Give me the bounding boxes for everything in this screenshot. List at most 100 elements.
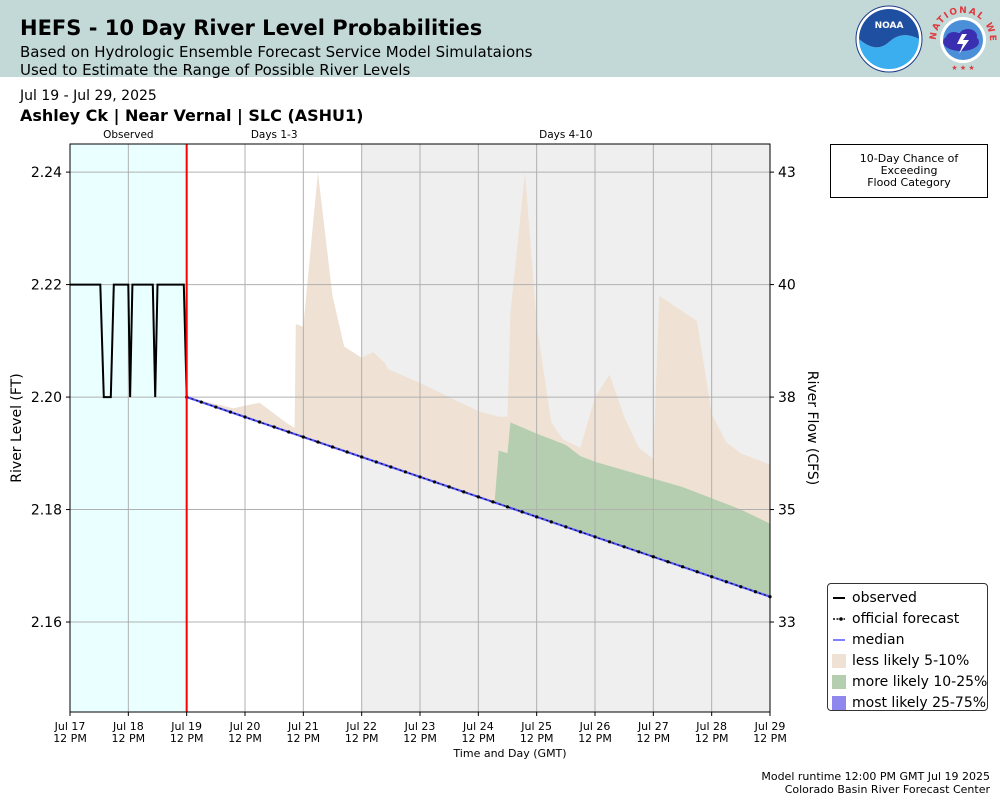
x-tick-label-day: Jul 17 — [54, 720, 86, 733]
y-tick-label: 2.24 — [31, 165, 62, 181]
x-tick-label-day: Jul 27 — [637, 720, 669, 733]
forecast-point — [607, 540, 612, 544]
x-tick-label-day: Jul 20 — [229, 720, 261, 733]
legend-label-observed: observed — [852, 589, 917, 606]
forecast-point — [637, 550, 641, 554]
header-banner: HEFS - 10 Day River Level Probabilities … — [0, 0, 1000, 79]
region-label-1: Days 1-3 — [251, 129, 298, 141]
legend-item-band-10-25: more likely 10-25% — [832, 671, 987, 692]
legend-swatch-band-5-10 — [832, 653, 846, 668]
forecast-point — [228, 410, 233, 414]
legend-label-forecast: official forecast — [852, 610, 960, 627]
legend-swatch-observed — [833, 596, 845, 599]
legend-item-median: median — [832, 629, 987, 650]
x-tick-label-day: Jul 28 — [695, 720, 727, 733]
forecast-point — [330, 445, 335, 449]
y-axis-right-title: River Flow (CFS) — [804, 371, 820, 486]
observed-line — [70, 283, 188, 399]
x-tick-label-day: Jul 19 — [170, 720, 202, 733]
gauge-location: Ashley Ck | Near Vernal | SLC (ASHU1) — [20, 106, 364, 125]
y-tick-label: 2.18 — [31, 503, 62, 519]
x-tick-label-time: 12 PM — [53, 732, 87, 745]
forecast-point — [374, 460, 378, 464]
page-title: HEFS - 10 Day River Level Probabilities — [20, 16, 483, 40]
region-label-2: Days 4-10 — [539, 129, 592, 141]
y-right-tick-label: 43 — [778, 165, 796, 181]
legend-label-band-10-25: more likely 10-25% — [852, 673, 988, 690]
forecast-point — [666, 560, 670, 564]
forecast-point — [418, 475, 422, 479]
flood-box-line-3: Flood Category — [867, 176, 951, 189]
legend-label-band-25-75: most likely 25-75% — [852, 694, 987, 711]
x-tick-label-time: 12 PM — [345, 732, 379, 745]
chart-legend: observed official forecast median less l… — [827, 583, 988, 711]
forecast-period: Jul 19 - Jul 29, 2025 — [20, 88, 157, 104]
model-runtime: Model runtime 12:00 PM GMT Jul 19 2025 — [761, 770, 990, 783]
forecast-point — [214, 405, 218, 409]
y-right-tick-label: 33 — [778, 615, 796, 631]
x-tick-label-time: 12 PM — [228, 732, 262, 745]
legend-item-band-5-10: less likely 5-10% — [832, 650, 987, 671]
forecast-point — [287, 430, 291, 434]
legend-swatch-forecast — [833, 616, 845, 621]
y-tick-label: 2.22 — [31, 278, 62, 294]
legend-label-band-5-10: less likely 5-10% — [852, 652, 970, 669]
x-tick-label-day: Jul 25 — [520, 720, 552, 733]
forecast-point — [316, 440, 320, 444]
page-subtitle: Based on Hydrologic Ensemble Forecast Se… — [20, 43, 533, 61]
forecast-point — [505, 505, 510, 509]
forecast-point — [739, 585, 743, 589]
forecast-point — [651, 555, 655, 559]
legend-swatch-band-10-25 — [832, 674, 846, 689]
x-tick-label-time: 12 PM — [520, 732, 554, 745]
footer: Model runtime 12:00 PM GMT Jul 19 2025 C… — [761, 770, 990, 796]
noaa-logo-text: NOAA — [875, 21, 904, 31]
forecast-point — [680, 565, 685, 569]
x-tick-label-time: 12 PM — [578, 732, 612, 745]
forecast-point — [476, 495, 480, 499]
x-tick-label-time: 12 PM — [170, 732, 204, 745]
forecast-point — [578, 530, 583, 534]
legend-swatch-band-25-75 — [832, 695, 846, 710]
forecast-point — [549, 520, 553, 524]
forecast-point — [753, 590, 758, 594]
x-tick-label-day: Jul 21 — [287, 720, 319, 733]
x-tick-label-time: 12 PM — [287, 732, 321, 745]
x-tick-label-day: Jul 18 — [112, 720, 144, 733]
x-tick-label-day: Jul 23 — [404, 720, 436, 733]
x-tick-label-day: Jul 26 — [579, 720, 611, 733]
forecast-point — [345, 450, 349, 454]
forecast-point — [710, 575, 714, 579]
forecast-point — [403, 470, 408, 474]
forecast-point — [622, 545, 626, 549]
nws-logo: NATIONAL WEATHER SERVICE ★ ★ ★ — [928, 2, 996, 72]
y-right-tick-label: 40 — [778, 278, 796, 294]
x-tick-label-time: 12 PM — [637, 732, 671, 745]
forecast-point — [724, 580, 728, 584]
x-tick-label-time: 12 PM — [462, 732, 496, 745]
y-right-tick-label: 35 — [778, 503, 796, 519]
x-tick-label-time: 12 PM — [403, 732, 437, 745]
forecast-point — [389, 465, 393, 469]
x-axis-title: Time and Day (GMT) — [452, 747, 566, 760]
x-tick-label-time: 12 PM — [112, 732, 146, 745]
forecast-point — [301, 435, 305, 439]
flood-box-line-1: 10-Day Chance of — [859, 152, 959, 165]
forecast-point — [432, 480, 437, 484]
forecast-point — [199, 400, 203, 404]
flood-box-line-2: Exceeding — [880, 164, 938, 177]
forecast-point — [360, 455, 364, 459]
forecast-point — [243, 415, 247, 419]
y-tick-label: 2.16 — [31, 615, 62, 631]
forecast-point — [535, 515, 539, 519]
legend-swatch-median — [833, 638, 845, 641]
flood-category-box: 10-Day Chance of Exceeding Flood Categor… — [830, 144, 988, 198]
noaa-logo: NOAA — [855, 5, 923, 73]
legend-item-forecast: official forecast — [832, 608, 987, 629]
y-axis-title: River Level (FT) — [9, 373, 25, 482]
forecast-point — [491, 500, 495, 504]
x-tick-label-time: 12 PM — [753, 732, 787, 745]
page-subtitle-2: Used to Estimate the Range of Possible R… — [20, 61, 411, 79]
legend-label-median: median — [852, 631, 905, 648]
